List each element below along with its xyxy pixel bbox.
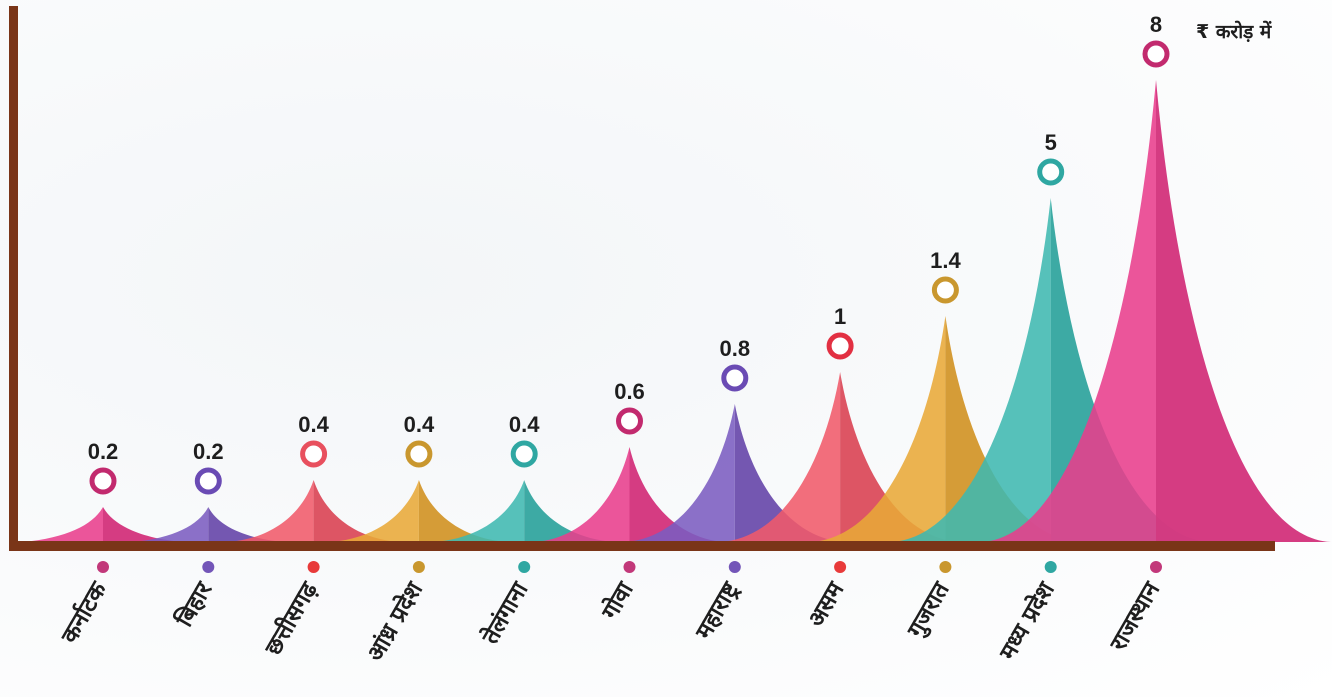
peak-right-3	[418, 480, 507, 542]
peak-shade-6	[734, 404, 845, 542]
peak-left-9	[890, 198, 1051, 542]
peak-right-5	[629, 447, 725, 542]
value-label-5: 0.6	[614, 379, 645, 404]
value-label-3: 0.4	[404, 412, 435, 437]
unit-label: ₹ करोड़ में	[1196, 20, 1272, 43]
peak-right-7	[840, 372, 961, 542]
category-label-8: गुजरात	[902, 577, 956, 643]
category-label-5: गोवा	[595, 576, 639, 624]
category-dot-6	[728, 561, 741, 573]
peak-left-6	[624, 404, 735, 542]
peak-right-4	[524, 480, 615, 542]
value-label-4: 0.4	[509, 412, 540, 437]
peak-shade-10	[1156, 80, 1331, 542]
peak-left-7	[720, 372, 841, 542]
category-label-4: तेलंगाना	[475, 576, 533, 649]
category-dot-0	[97, 561, 109, 573]
category-label-10: राजस्थान	[1105, 577, 1166, 656]
value-ring-6	[721, 364, 749, 392]
peak-shade-7	[840, 372, 961, 542]
peak-right-2	[313, 480, 399, 542]
peak-left-2	[228, 480, 314, 542]
category-dot-4	[518, 561, 531, 573]
value-ring-3	[405, 440, 433, 468]
category-label-1: बिहार	[169, 576, 218, 633]
peak-left-10	[981, 80, 1156, 542]
value-label-6: 0.8	[720, 336, 751, 361]
peak-right-0	[103, 507, 183, 542]
peak-shade-1	[208, 507, 284, 542]
peak-left-3	[330, 480, 419, 542]
value-label-8: 1.4	[930, 248, 961, 273]
category-dot-9	[1044, 561, 1057, 573]
value-ring-7	[826, 332, 854, 360]
peak-shade-4	[524, 480, 615, 542]
value-ring-8	[931, 276, 959, 304]
category-dot-3	[412, 561, 425, 573]
value-label-7: 1	[834, 304, 846, 329]
peak-left-8	[810, 316, 946, 542]
category-label-6: महाराष्ट्र	[691, 577, 745, 645]
peak-series	[23, 80, 1331, 542]
y-axis	[9, 6, 18, 551]
category-label-3: आंध्र प्रदेश	[361, 576, 429, 666]
value-ring-9	[1037, 158, 1065, 186]
value-ring-4	[510, 440, 538, 468]
value-label-2: 0.4	[298, 412, 329, 437]
category-label-2: छत्तीसगढ़	[258, 576, 323, 661]
peak-right-6	[734, 404, 845, 542]
value-label-9: 5	[1045, 130, 1057, 155]
category-dot-8	[939, 561, 952, 573]
value-label-1: 0.2	[193, 439, 224, 464]
value-label-0: 0.2	[88, 439, 119, 464]
value-ring-5	[616, 407, 643, 435]
value-ring-0	[89, 467, 117, 495]
peak-right-10	[1156, 80, 1331, 542]
category-dot-1	[202, 561, 215, 573]
value-ring-1	[194, 467, 222, 495]
peak-left-4	[434, 480, 525, 542]
peak-right-1	[208, 507, 284, 542]
peak-shade-0	[103, 507, 183, 542]
value-label-10: 8	[1150, 12, 1162, 37]
peak-shade-3	[418, 480, 507, 542]
category-labels: कर्नाटक बिहार छत्तीसगढ़ आंध्र प्रदेश तेलंगान…	[55, 576, 1166, 666]
value-markers: 0.2 0.2 0.4 0.4 0.4 0.6 0.8 1 1.4 5 8	[88, 12, 1170, 495]
category-dot-10	[1150, 561, 1162, 573]
category-dot-5	[623, 561, 636, 573]
peak-left-0	[23, 507, 103, 542]
category-dot-2	[307, 561, 320, 573]
category-label-9: मध्य प्रदेश	[993, 576, 1061, 665]
x-axis	[9, 541, 1275, 551]
category-dot-7	[834, 561, 847, 573]
peak-left-5	[534, 447, 630, 542]
value-ring-10	[1142, 40, 1170, 68]
value-ring-2	[300, 440, 328, 468]
category-label-7: असम	[803, 577, 850, 632]
peak-shade-2	[313, 480, 399, 542]
category-dots	[97, 561, 1162, 573]
peak-left-1	[133, 507, 209, 542]
peak-shade-5	[629, 447, 725, 542]
category-label-0: कर्नाटक	[55, 576, 113, 649]
